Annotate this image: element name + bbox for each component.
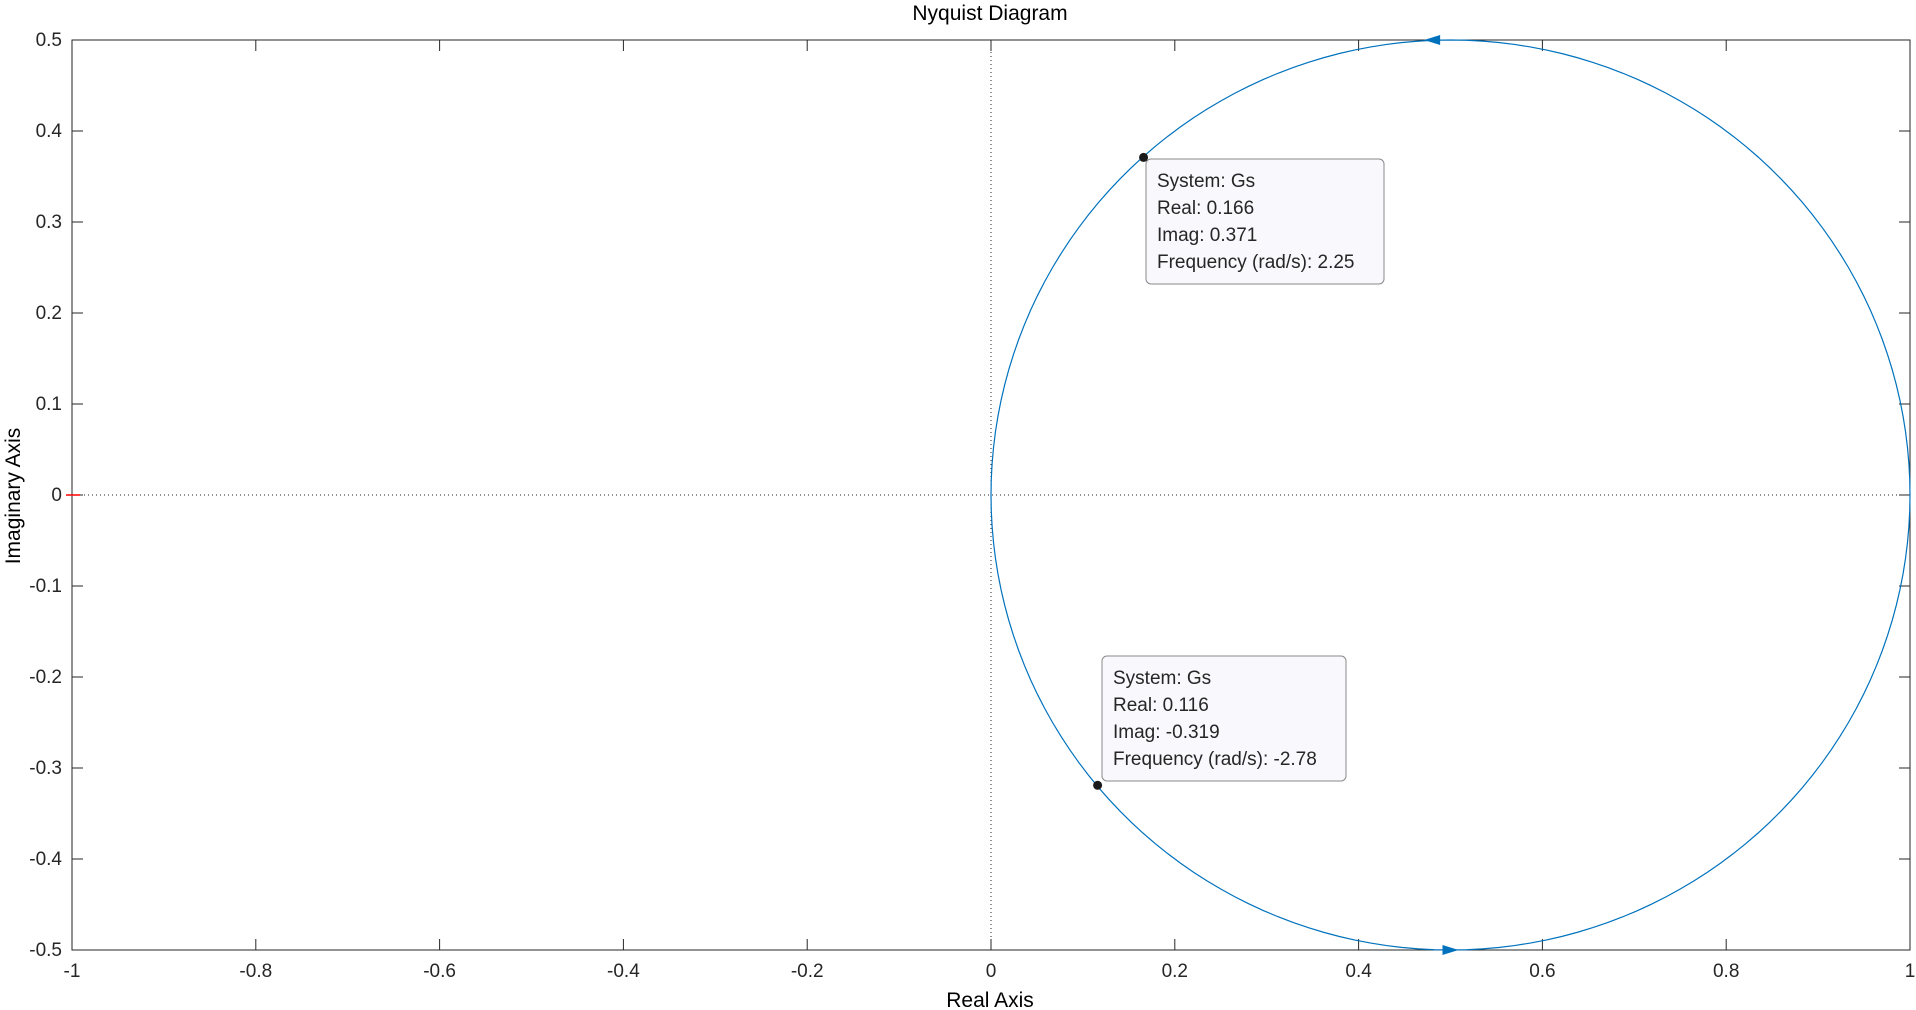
x-tick-label: 0.4	[1345, 961, 1372, 982]
x-tick-label: 0.8	[1713, 961, 1739, 982]
x-tick-label: 1	[1905, 961, 1916, 982]
x-axis-title: Real Axis	[946, 989, 1034, 1010]
datatip-marker	[1093, 780, 1103, 790]
datatip-line: Real: 0.166	[1157, 198, 1254, 219]
y-tick-label: 0.3	[36, 212, 62, 233]
datatip-line: Imag: 0.371	[1157, 225, 1257, 246]
y-tick-label: 0	[51, 485, 62, 506]
x-tick-label: -0.8	[239, 961, 272, 982]
y-axis-title: Imaginary Axis	[2, 428, 25, 565]
chart-title: Nyquist Diagram	[912, 2, 1067, 25]
datatip-line: System: Gs	[1157, 171, 1255, 192]
y-tick-label: 0.2	[36, 303, 62, 324]
direction-arrow-1	[1442, 945, 1459, 955]
y-tick-label: -0.1	[29, 576, 62, 597]
datatip-box	[1101, 655, 1347, 782]
x-tick-label: 0	[986, 961, 997, 982]
datatip-line: Frequency (rad/s): -2.78	[1113, 749, 1317, 770]
datatip: System: Gs Real: 0.166 Imag: 0.371 Frequenc…	[1139, 152, 1385, 285]
direction-arrow-0	[1424, 35, 1441, 45]
x-tick-label: 0.6	[1529, 961, 1555, 982]
x-tick-label: -0.6	[423, 961, 456, 982]
y-tick-label: 0.5	[36, 30, 62, 51]
datatip-line: Imag: -0.319	[1113, 722, 1220, 743]
datatip-marker	[1139, 152, 1149, 162]
nyquist-curve	[990, 39, 1911, 951]
datatip-line: Frequency (rad/s): 2.25	[1157, 252, 1354, 273]
y-tick-label: -0.5	[29, 940, 62, 961]
x-tick-label: 0.2	[1162, 961, 1188, 982]
datatip-box	[1145, 158, 1385, 285]
y-tick-label: -0.3	[29, 758, 62, 779]
x-tick-label: -0.2	[791, 961, 824, 982]
x-tick-label: -1	[64, 961, 81, 982]
y-tick-label: -0.4	[29, 849, 62, 870]
datatip: System: Gs Real: 0.116 Imag: -0.319 Frequen…	[1093, 655, 1347, 790]
datatip-line: Real: 0.116	[1113, 695, 1209, 716]
datatip-line: System: Gs	[1113, 668, 1211, 689]
x-tick-label: -0.4	[607, 961, 640, 982]
y-tick-label: 0.1	[36, 394, 62, 415]
y-tick-label: 0.4	[36, 121, 63, 142]
y-tick-label: -0.2	[29, 667, 62, 688]
